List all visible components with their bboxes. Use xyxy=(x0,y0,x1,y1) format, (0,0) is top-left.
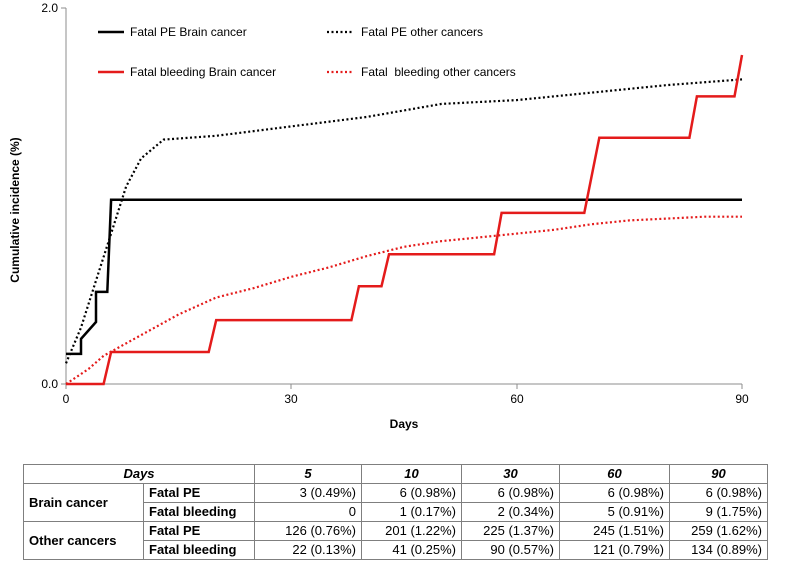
table-group-label: Brain cancer xyxy=(23,483,144,522)
legend: Fatal PE Brain cancer Fatal PE other can… xyxy=(98,25,516,79)
table-row: Brain cancer Fatal PE 3 (0.49%) 6 (0.98%… xyxy=(23,483,768,522)
table-cell: 259 (1.62%) xyxy=(669,521,768,541)
table-header-day: 90 xyxy=(669,464,768,484)
table-row: Other cancers Fatal PE 126 (0.76%) 201 (… xyxy=(23,521,768,560)
table-cell: 9 (1.75%) xyxy=(669,502,768,522)
y-axis-label: Cumulative incidence (%) xyxy=(8,137,22,282)
table-event-label: Fatal PE xyxy=(143,483,255,503)
table-cell: 1 (0.17%) xyxy=(361,502,462,522)
y-tick-label-top: 2.0 xyxy=(41,1,58,15)
table-cell: 134 (0.89%) xyxy=(669,540,768,560)
table-header-day: 10 xyxy=(361,464,462,484)
table-cell: 6 (0.98%) xyxy=(361,483,462,503)
x-tick-label-30: 30 xyxy=(284,392,298,406)
x-tick-label-60: 60 xyxy=(510,392,524,406)
series-fatal-pe-brain xyxy=(66,198,742,356)
series-fatal-bleeding-brain xyxy=(66,54,744,386)
table-cell: 3 (0.49%) xyxy=(254,483,362,503)
legend-label-bleed-brain: Fatal bleeding Brain cancer xyxy=(130,65,276,79)
table-row: Fatal bleeding 22 (0.13%) 41 (0.25%) 90 … xyxy=(24,540,768,560)
event-count-table: Days 5 10 30 60 90 Brain cancer Fatal PE… xyxy=(23,464,768,560)
table-row: Fatal bleeding 0 1 (0.17%) 2 (0.34%) 5 (… xyxy=(24,502,768,522)
table-cell: 41 (0.25%) xyxy=(361,540,462,560)
series-layer xyxy=(64,54,744,386)
table-header-day: 5 xyxy=(254,464,362,484)
table-cell: 201 (1.22%) xyxy=(361,521,462,541)
x-axis-label: Days xyxy=(390,417,419,431)
table-cell: 0 xyxy=(254,502,362,522)
table-cell: 225 (1.37%) xyxy=(461,521,560,541)
table-header-row: Days 5 10 30 60 90 xyxy=(23,464,768,484)
table-cell: 121 (0.79%) xyxy=(559,540,670,560)
y-axis: 2.0 0.0 Cumulative incidence (%) xyxy=(8,1,67,391)
cumulative-incidence-chart: 2.0 0.0 Cumulative incidence (%) 0 30 60… xyxy=(8,1,749,431)
table-cell: 126 (0.76%) xyxy=(254,521,362,541)
series-fatal-bleeding-other xyxy=(65,215,742,385)
table-cell: 6 (0.98%) xyxy=(669,483,768,503)
table-header-day: 30 xyxy=(461,464,560,484)
series-fatal-pe-other xyxy=(64,78,743,364)
table-group-label: Other cancers xyxy=(23,521,144,560)
table-event-label: Fatal bleeding xyxy=(143,540,255,560)
table-cell: 245 (1.51%) xyxy=(559,521,670,541)
legend-label-bleed-other: Fatal bleeding other cancers xyxy=(361,65,516,79)
y-tick-label-bottom: 0.0 xyxy=(41,377,58,391)
table-header-day: 60 xyxy=(559,464,670,484)
table-cell: 5 (0.91%) xyxy=(559,502,670,522)
table-cell: 2 (0.34%) xyxy=(461,502,560,522)
table-event-label: Fatal PE xyxy=(143,521,255,541)
x-tick-label-0: 0 xyxy=(63,392,70,406)
legend-label-pe-other: Fatal PE other cancers xyxy=(361,25,483,39)
table-cell: 6 (0.98%) xyxy=(559,483,670,503)
table-header-days: Days xyxy=(23,464,255,484)
legend-label-pe-brain: Fatal PE Brain cancer xyxy=(130,25,247,39)
table-cell: 22 (0.13%) xyxy=(254,540,362,560)
table-cell: 90 (0.57%) xyxy=(461,540,560,560)
table-event-label: Fatal bleeding xyxy=(143,502,255,522)
table-cell: 6 (0.98%) xyxy=(461,483,560,503)
x-tick-label-90: 90 xyxy=(735,392,749,406)
x-axis: 0 30 60 90 Days xyxy=(63,383,749,431)
